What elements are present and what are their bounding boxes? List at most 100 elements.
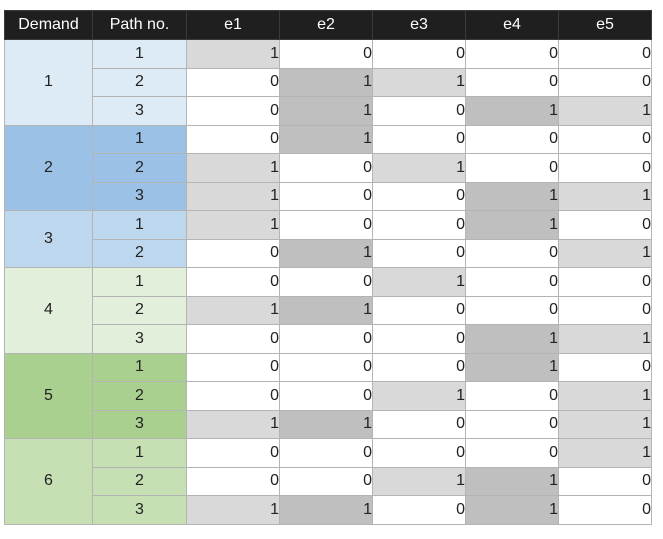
edge-value-cell-e2[interactable]: 0 [279,267,373,297]
edge-value-cell-e5[interactable]: 0 [558,39,652,69]
edge-value-cell-e3[interactable]: 0 [372,438,466,468]
edge-value-cell-e4[interactable]: 1 [465,210,559,240]
path-number-cell[interactable]: 2 [92,153,187,183]
edge-value-cell-e4[interactable]: 1 [465,466,559,496]
edge-value-cell-e2[interactable]: 1 [279,295,373,325]
edge-value-cell-e1[interactable]: 1 [186,295,280,325]
demand-cell[interactable]: 2 [4,124,93,211]
edge-value-cell-e2[interactable]: 1 [279,495,373,525]
path-number-cell[interactable]: 3 [92,409,187,439]
edge-value-cell-e3[interactable]: 0 [372,124,466,154]
path-number-cell[interactable]: 1 [92,39,187,69]
edge-value-cell-e4[interactable]: 1 [465,96,559,126]
edge-value-cell-e1[interactable]: 0 [186,96,280,126]
demand-cell[interactable]: 5 [4,352,93,439]
edge-value-cell-e3[interactable]: 0 [372,39,466,69]
edge-value-cell-e3[interactable]: 1 [372,67,466,97]
edge-value-cell-e1[interactable]: 0 [186,352,280,382]
edge-value-cell-e4[interactable]: 0 [465,381,559,411]
edge-value-cell-e2[interactable]: 0 [279,381,373,411]
edge-value-cell-e4[interactable]: 1 [465,324,559,354]
edge-value-cell-e1[interactable]: 0 [186,267,280,297]
edge-value-cell-e4[interactable]: 1 [465,181,559,211]
edge-value-cell-e5[interactable]: 0 [558,210,652,240]
edge-value-cell-e4[interactable]: 0 [465,39,559,69]
edge-value-cell-e5[interactable]: 0 [558,67,652,97]
edge-value-cell-e4[interactable]: 1 [465,352,559,382]
path-number-cell[interactable]: 2 [92,466,187,496]
edge-value-cell-e1[interactable]: 0 [186,124,280,154]
edge-value-cell-e4[interactable]: 0 [465,267,559,297]
edge-value-cell-e2[interactable]: 1 [279,67,373,97]
edge-value-cell-e2[interactable]: 0 [279,352,373,382]
edge-value-cell-e2[interactable]: 0 [279,438,373,468]
edge-value-cell-e4[interactable]: 0 [465,438,559,468]
edge-value-cell-e2[interactable]: 0 [279,39,373,69]
edge-value-cell-e4[interactable]: 0 [465,409,559,439]
edge-value-cell-e5[interactable]: 0 [558,124,652,154]
edge-value-cell-e2[interactable]: 1 [279,238,373,268]
path-number-cell[interactable]: 3 [92,495,187,525]
demand-cell[interactable]: 4 [4,267,93,354]
demand-cell[interactable]: 1 [4,39,93,126]
edge-value-cell-e1[interactable]: 0 [186,324,280,354]
header-e4[interactable]: e4 [465,10,559,40]
path-number-cell[interactable]: 1 [92,438,187,468]
edge-value-cell-e3[interactable]: 0 [372,295,466,325]
edge-value-cell-e5[interactable]: 0 [558,267,652,297]
edge-value-cell-e1[interactable]: 1 [186,181,280,211]
edge-value-cell-e5[interactable]: 1 [558,409,652,439]
edge-value-cell-e1[interactable]: 1 [186,210,280,240]
edge-value-cell-e5[interactable]: 0 [558,495,652,525]
edge-value-cell-e1[interactable]: 0 [186,238,280,268]
edge-value-cell-e2[interactable]: 1 [279,409,373,439]
edge-value-cell-e1[interactable]: 0 [186,381,280,411]
path-number-cell[interactable]: 3 [92,96,187,126]
path-number-cell[interactable]: 1 [92,210,187,240]
edge-value-cell-e1[interactable]: 1 [186,39,280,69]
edge-value-cell-e3[interactable]: 0 [372,324,466,354]
edge-value-cell-e2[interactable]: 1 [279,124,373,154]
header-e1[interactable]: e1 [186,10,280,40]
demand-cell[interactable]: 3 [4,210,93,268]
header-path-no[interactable]: Path no. [92,10,187,40]
edge-value-cell-e4[interactable]: 0 [465,153,559,183]
edge-value-cell-e1[interactable]: 1 [186,153,280,183]
edge-value-cell-e3[interactable]: 1 [372,267,466,297]
edge-value-cell-e1[interactable]: 1 [186,495,280,525]
edge-value-cell-e1[interactable]: 0 [186,67,280,97]
edge-value-cell-e4[interactable]: 1 [465,495,559,525]
edge-value-cell-e2[interactable]: 1 [279,96,373,126]
edge-value-cell-e3[interactable]: 0 [372,96,466,126]
path-number-cell[interactable]: 3 [92,181,187,211]
edge-value-cell-e5[interactable]: 0 [558,153,652,183]
path-number-cell[interactable]: 1 [92,124,187,154]
edge-value-cell-e2[interactable]: 0 [279,153,373,183]
edge-value-cell-e5[interactable]: 1 [558,438,652,468]
edge-value-cell-e5[interactable]: 0 [558,466,652,496]
edge-value-cell-e4[interactable]: 0 [465,124,559,154]
header-e3[interactable]: e3 [372,10,466,40]
edge-value-cell-e5[interactable]: 1 [558,238,652,268]
path-number-cell[interactable]: 2 [92,67,187,97]
edge-value-cell-e5[interactable]: 1 [558,96,652,126]
edge-value-cell-e5[interactable]: 1 [558,324,652,354]
edge-value-cell-e3[interactable]: 0 [372,210,466,240]
path-number-cell[interactable]: 1 [92,352,187,382]
edge-value-cell-e4[interactable]: 0 [465,67,559,97]
edge-value-cell-e5[interactable]: 1 [558,381,652,411]
edge-value-cell-e3[interactable]: 0 [372,495,466,525]
edge-value-cell-e3[interactable]: 0 [372,352,466,382]
edge-value-cell-e5[interactable]: 0 [558,352,652,382]
header-e2[interactable]: e2 [279,10,373,40]
header-e5[interactable]: e5 [558,10,652,40]
demand-cell[interactable]: 6 [4,438,93,525]
path-number-cell[interactable]: 2 [92,238,187,268]
path-number-cell[interactable]: 1 [92,267,187,297]
edge-value-cell-e3[interactable]: 0 [372,181,466,211]
edge-value-cell-e3[interactable]: 1 [372,466,466,496]
edge-value-cell-e2[interactable]: 0 [279,324,373,354]
edge-value-cell-e4[interactable]: 0 [465,295,559,325]
path-number-cell[interactable]: 2 [92,295,187,325]
edge-value-cell-e1[interactable]: 1 [186,409,280,439]
